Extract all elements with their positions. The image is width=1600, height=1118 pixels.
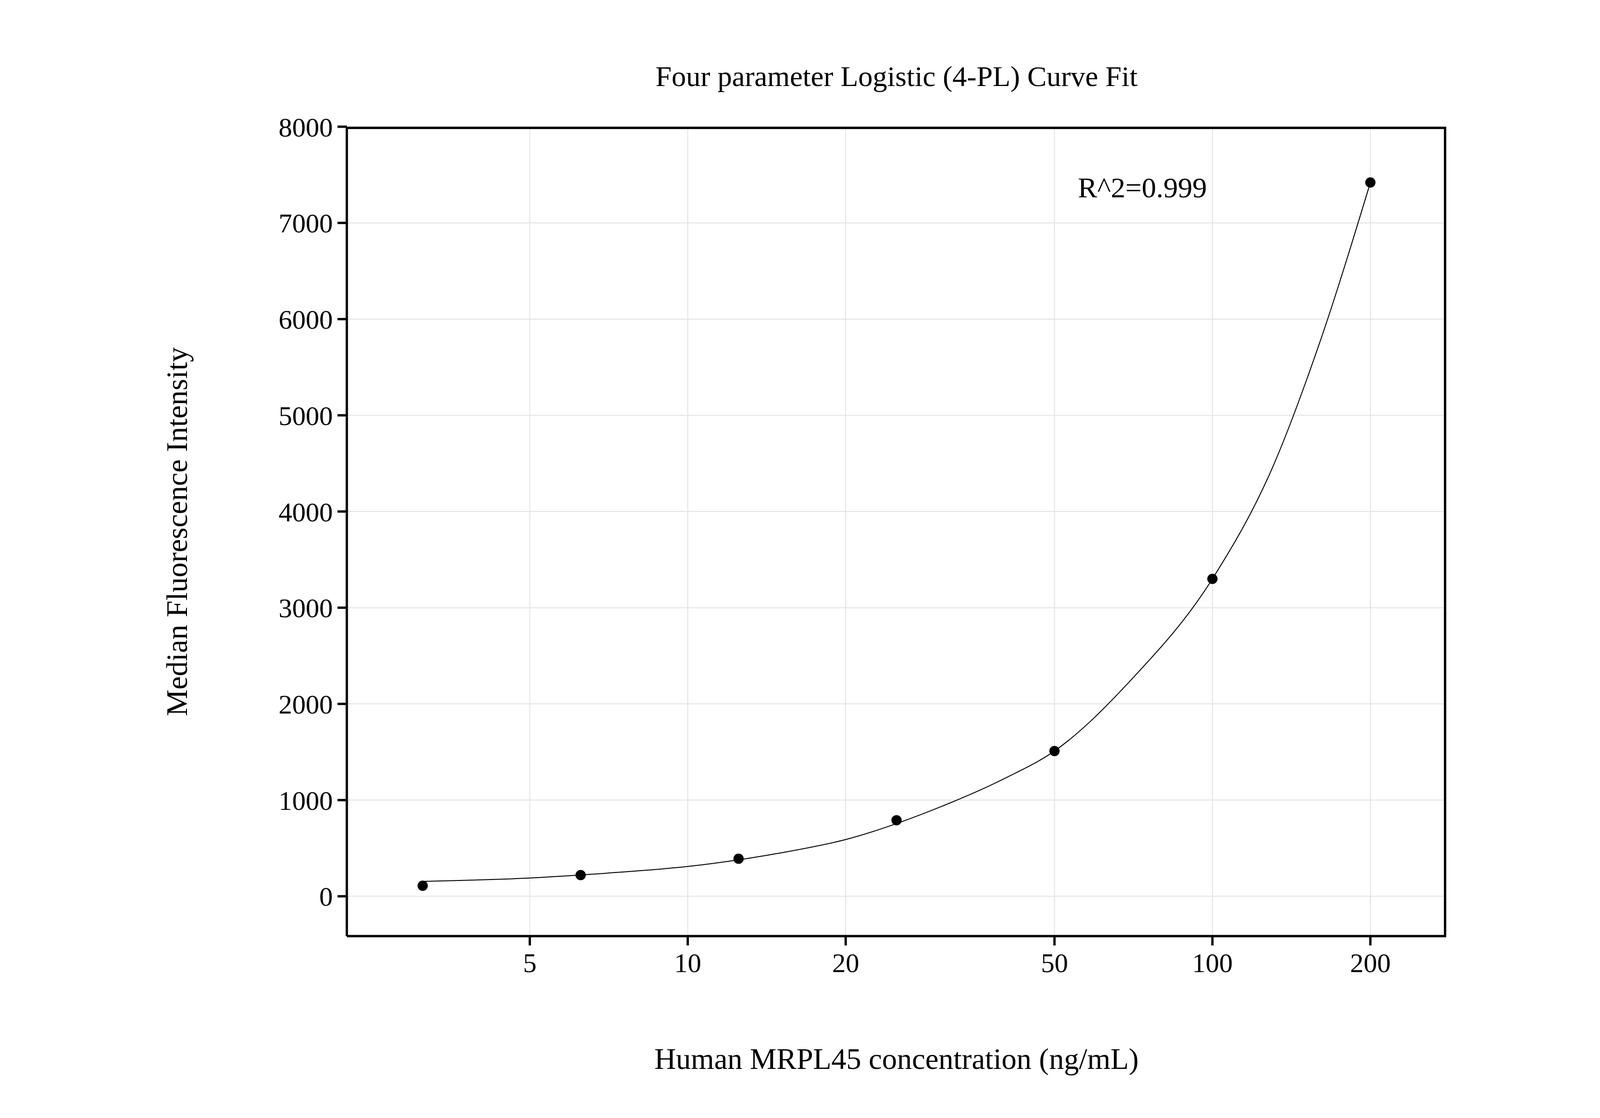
svg-text:5: 5 bbox=[523, 947, 537, 978]
html-text:Median Fluorescence Intensity: Median Fluorescence Intensity bbox=[160, 346, 194, 716]
svg-text:200: 200 bbox=[1349, 947, 1391, 978]
svg-text:5000: 5000 bbox=[278, 400, 333, 431]
svg-text:4000: 4000 bbox=[278, 496, 333, 528]
svg-text:100: 100 bbox=[1191, 947, 1233, 978]
svg-text:1000: 1000 bbox=[278, 785, 333, 816]
svg-text:3000: 3000 bbox=[278, 592, 333, 624]
html-text:Four parameter Logistic (4-PL): Four parameter Logistic (4-PL) Curve Fit bbox=[655, 60, 1138, 93]
svg-text:20: 20 bbox=[832, 947, 860, 978]
html-text:Human MRPL45 concentration (ng: Human MRPL45 concentration (ng/mL) bbox=[654, 1041, 1139, 1076]
svg-text:0: 0 bbox=[319, 881, 333, 912]
svg-text:50: 50 bbox=[1040, 947, 1069, 978]
svg-text:10: 10 bbox=[674, 947, 702, 978]
svg-text:6000: 6000 bbox=[278, 304, 333, 335]
svg-text:2000: 2000 bbox=[278, 688, 333, 720]
html-text:R^2=0.999: R^2=0.999 bbox=[1077, 171, 1207, 204]
svg-text:8000: 8000 bbox=[278, 112, 333, 143]
svg-text:7000: 7000 bbox=[278, 208, 333, 239]
